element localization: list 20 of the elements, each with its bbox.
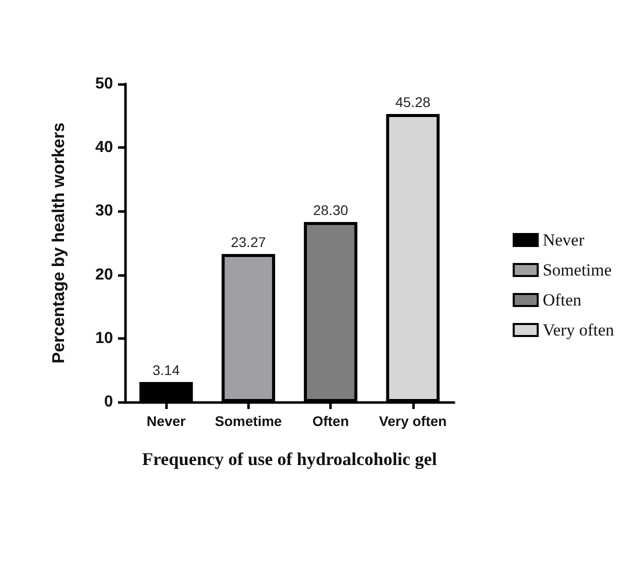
x-tick-label: Very often (379, 413, 447, 429)
y-tick-label: 20 (95, 266, 114, 284)
data-label: 23.27 (230, 234, 266, 250)
legend-label: Very often (542, 320, 614, 340)
y-tick-label: 50 (95, 76, 114, 92)
legend-label: Sometime (542, 260, 612, 280)
data-label: 28.30 (313, 202, 348, 218)
y-tick-label: 10 (95, 330, 114, 347)
y-tick-label: 30 (95, 202, 114, 220)
y-axis-title: Percentage by health workers (49, 122, 68, 364)
y-tick-label: 40 (95, 139, 114, 156)
legend-label: Never (542, 230, 585, 250)
y-tick-label: 0 (104, 394, 114, 410)
x-axis-title: Frequency of use of hydroalcoholic gel (142, 449, 437, 469)
legend-label: Often (542, 290, 582, 310)
data-label: 45.28 (395, 94, 431, 110)
x-tick-label: Often (312, 413, 349, 429)
x-tick-label: Sometime (214, 413, 282, 429)
data-label: 3.14 (152, 362, 180, 378)
x-tick-label: Never (146, 413, 186, 429)
